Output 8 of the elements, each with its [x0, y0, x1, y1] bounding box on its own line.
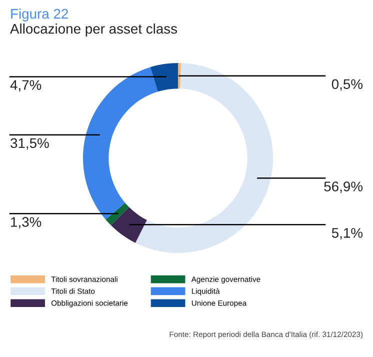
- data-label: 31,5%: [10, 138, 49, 150]
- chart-title: Figura 22: [11, 8, 68, 22]
- data-label: 5,1%: [332, 228, 363, 240]
- data-label: 0,5%: [332, 79, 363, 91]
- chart-subtitle: Allocazione per asset class: [10, 24, 178, 36]
- data-label: 56,9%: [324, 182, 363, 194]
- data-label: 1,3%: [11, 217, 42, 229]
- data-label: 4,7%: [10, 80, 42, 92]
